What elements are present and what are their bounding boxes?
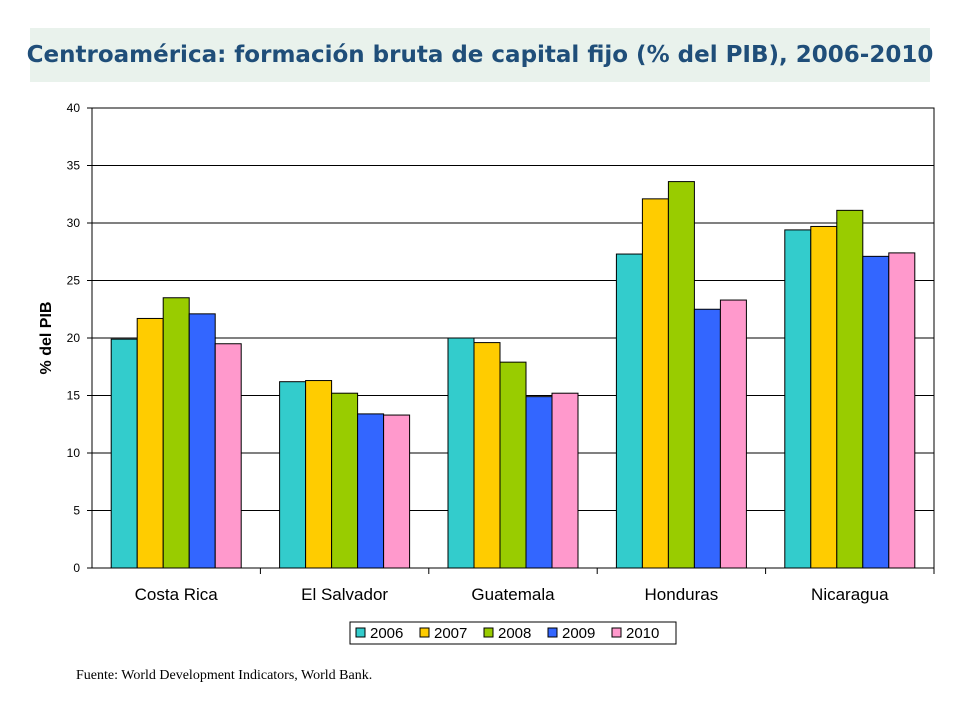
legend-label-2008: 2008 — [498, 625, 531, 642]
y-tick-label: 30 — [67, 216, 81, 230]
y-tick-label: 35 — [67, 159, 81, 173]
bar-2007-1 — [305, 380, 333, 569]
bar-2009-4 — [862, 255, 890, 569]
x-category-label: El Salvador — [301, 585, 388, 604]
bar-2007-4 — [810, 225, 838, 569]
legend-swatch-2006 — [355, 627, 366, 638]
bar-2007-2 — [473, 342, 501, 569]
bar-2007-3 — [641, 198, 669, 569]
legend-label-2006: 2006 — [370, 625, 403, 642]
bar-2007-0 — [136, 317, 164, 569]
source-note: Fuente: World Development Indicators, Wo… — [76, 668, 373, 683]
legend — [349, 621, 677, 645]
bar-2008-3 — [667, 181, 695, 569]
chart-title-band: Centroamérica: formación bruta de capita… — [27, 28, 933, 82]
bar-2009-0 — [188, 313, 216, 569]
y-tick-label: 15 — [67, 389, 81, 403]
y-tick-label: 25 — [67, 274, 81, 288]
bar-2008-0 — [162, 297, 190, 569]
y-tick-label: 40 — [67, 101, 81, 115]
bar-2008-1 — [331, 392, 359, 569]
y-tick-label: 20 — [67, 331, 81, 345]
legend-swatch-2007 — [419, 627, 430, 638]
bar-2006-2 — [447, 337, 475, 569]
bar-2010-3 — [719, 299, 747, 569]
bar-2010-2 — [551, 392, 579, 569]
x-category-label: Nicaragua — [811, 585, 889, 604]
bar-2010-4 — [888, 252, 916, 569]
bar-2010-0 — [214, 343, 242, 569]
legend-swatch-2010 — [611, 627, 622, 638]
y-axis-title: % del PIB — [38, 302, 55, 375]
bar-2009-3 — [693, 308, 721, 569]
bar-2006-3 — [615, 253, 643, 569]
bar-2009-1 — [357, 413, 385, 569]
bar-2008-4 — [836, 209, 864, 569]
legend-label-2010: 2010 — [626, 625, 659, 642]
y-tick-label: 5 — [73, 504, 80, 518]
bar-2009-2 — [525, 396, 553, 569]
x-category-label: Guatemala — [471, 585, 555, 604]
bar-2008-2 — [499, 361, 527, 569]
bar-2006-1 — [279, 381, 307, 569]
legend-swatch-2009 — [547, 627, 558, 638]
y-tick-label: 10 — [67, 446, 81, 460]
legend-label-2007: 2007 — [434, 625, 467, 642]
y-tick-label: 0 — [73, 561, 80, 575]
x-category-label: Honduras — [645, 585, 719, 604]
bar-2010-1 — [383, 414, 411, 569]
chart-title: Centroamérica: formación bruta de capita… — [26, 42, 934, 68]
bar-2006-0 — [110, 338, 138, 569]
legend-label-2009: 2009 — [562, 625, 595, 642]
legend-swatch-2008 — [483, 627, 494, 638]
bar-2006-4 — [784, 229, 812, 569]
x-category-label: Costa Rica — [135, 585, 219, 604]
